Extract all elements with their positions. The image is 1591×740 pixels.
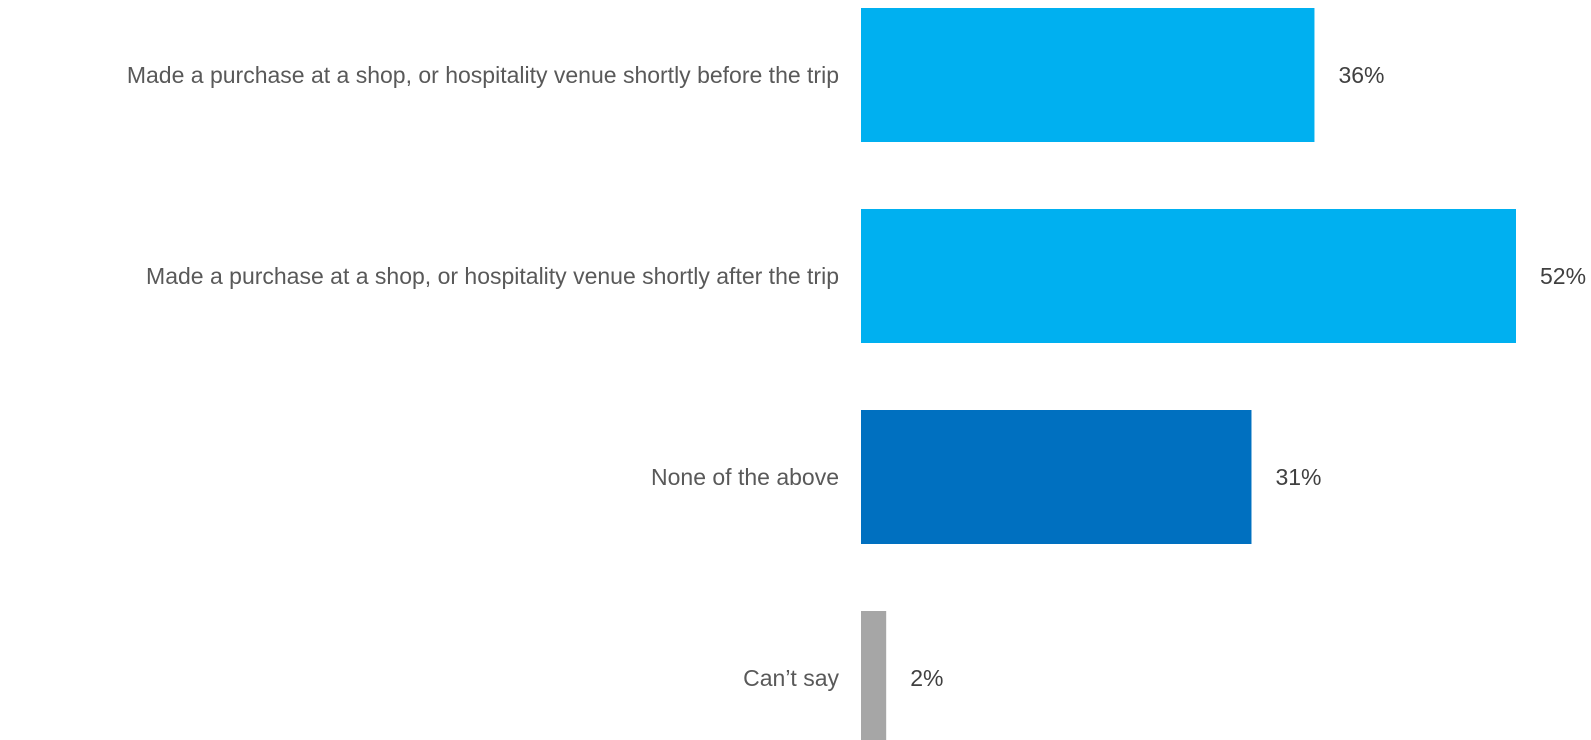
- bar-3: [861, 410, 1252, 544]
- category-labels: Made a purchase at a shop, or hospitalit…: [127, 62, 840, 691]
- category-label-4: Can’t say: [743, 665, 839, 691]
- category-label-3: None of the above: [651, 464, 839, 490]
- value-label-2: 52%: [1540, 263, 1586, 289]
- value-label-1: 36%: [1338, 62, 1384, 88]
- value-label-3: 31%: [1275, 464, 1321, 490]
- bar-4: [861, 611, 887, 740]
- category-label-1: Made a purchase at a shop, or hospitalit…: [127, 62, 839, 88]
- bars: [861, 8, 1516, 740]
- category-label-2: Made a purchase at a shop, or hospitalit…: [146, 263, 839, 289]
- value-labels: 36% 52% 31% 2%: [910, 62, 1586, 691]
- value-label-4: 2%: [910, 665, 943, 691]
- bar-1: [861, 8, 1315, 142]
- bar-2: [861, 209, 1516, 343]
